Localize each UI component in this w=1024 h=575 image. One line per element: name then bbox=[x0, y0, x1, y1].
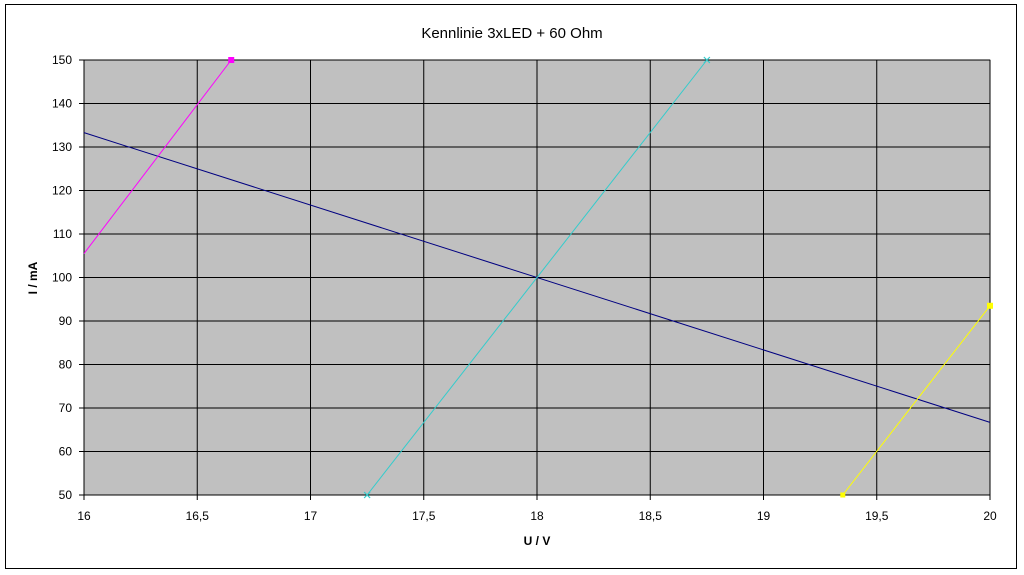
series-marker-4 bbox=[987, 302, 993, 309]
x-tick-label: 20 bbox=[983, 509, 997, 523]
series-line-3 bbox=[366, 59, 708, 496]
y-tick-label: 90 bbox=[59, 314, 73, 328]
y-tick-label: 150 bbox=[52, 53, 72, 67]
y-tick-label: 100 bbox=[52, 271, 72, 285]
series-marker-3 bbox=[703, 56, 711, 64]
x-tick-label: 16 bbox=[77, 509, 91, 523]
y-axis-ticks: 50 60 70 80 90 100 110 120 130 140 150 bbox=[52, 53, 84, 502]
series-line-4 bbox=[842, 305, 991, 496]
series-line-2 bbox=[83, 59, 232, 254]
y-tick-label: 60 bbox=[59, 445, 73, 459]
y-tick-label: 50 bbox=[59, 488, 73, 502]
x-axis-title: U / V bbox=[524, 534, 551, 548]
x-tick-label: 19,5 bbox=[865, 509, 889, 523]
chart-title: Kennlinie 3xLED + 60 Ohm bbox=[421, 25, 602, 42]
x-tick-label: 17,5 bbox=[412, 509, 436, 523]
series-marker-2 bbox=[228, 57, 235, 63]
y-axis-title: I / mA bbox=[26, 261, 40, 294]
y-tick-label: 120 bbox=[52, 184, 72, 198]
y-tick-label: 70 bbox=[59, 401, 73, 415]
x-tick-label: 18,5 bbox=[639, 509, 663, 523]
x-tick-label: 16,5 bbox=[186, 509, 210, 523]
y-tick-label: 110 bbox=[53, 227, 72, 241]
x-tick-label: 18 bbox=[530, 509, 544, 523]
x-tick-label: 17 bbox=[304, 509, 318, 523]
y-tick-label: 140 bbox=[52, 97, 72, 111]
series-group bbox=[83, 56, 993, 499]
series-marker-4 bbox=[840, 492, 846, 498]
y-tick-label: 130 bbox=[52, 140, 72, 154]
y-tick-label: 80 bbox=[59, 358, 73, 372]
series-marker-3 bbox=[363, 491, 371, 499]
x-axis-ticks: 16 16,5 17 17,5 18 18,5 19 19,5 20 bbox=[77, 495, 997, 523]
x-tick-label: 19 bbox=[757, 509, 771, 523]
